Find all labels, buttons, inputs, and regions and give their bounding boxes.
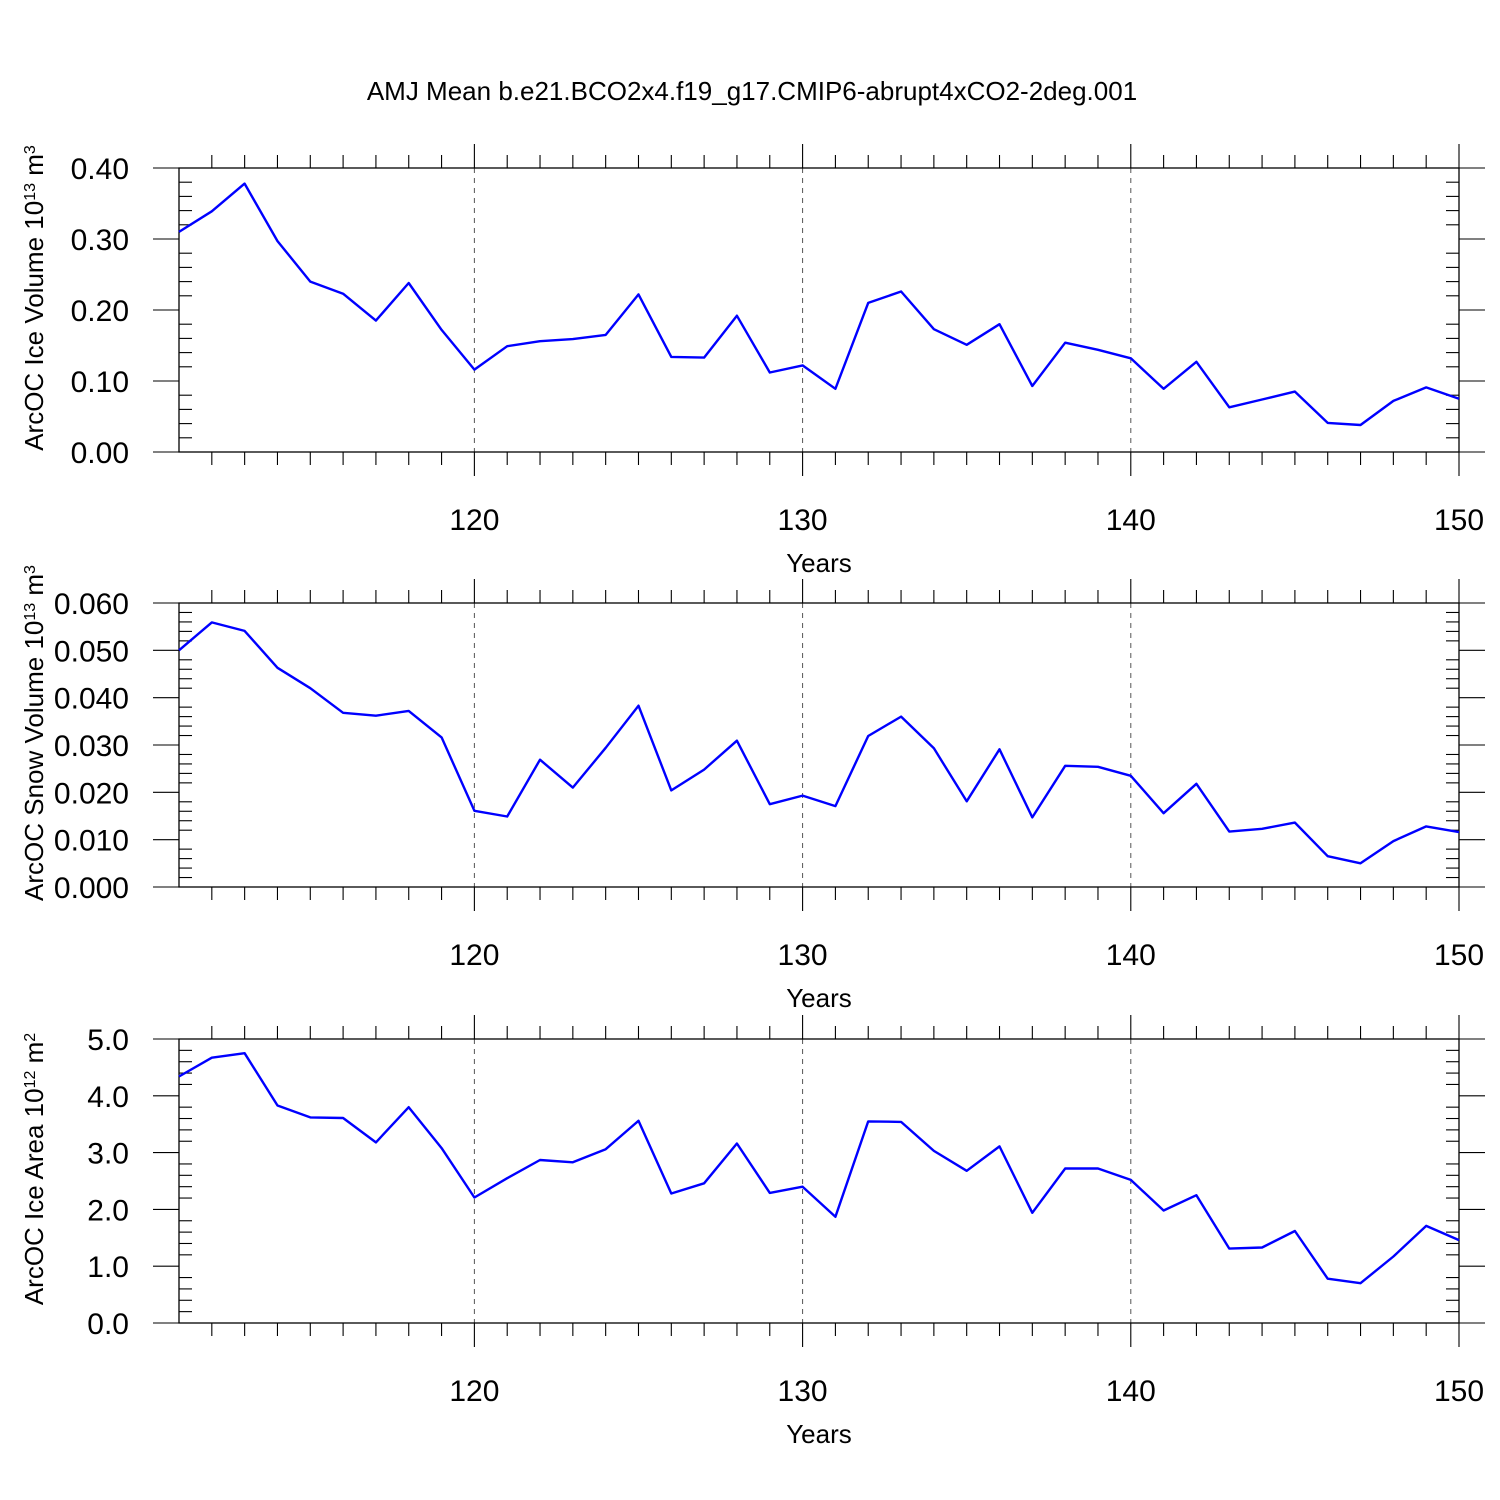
- plot-frame: [178, 167, 1460, 453]
- x-tick-label: 130: [778, 939, 828, 972]
- y-tick-label: 0.10: [71, 366, 129, 399]
- y-tick-label: 0.010: [54, 825, 129, 858]
- panel-1: 120 130 140 150 0.00 0.10 0.20 0.30 0.40 Years Arc…: [19, 144, 1485, 578]
- y-tick-label: 2.0: [87, 1194, 129, 1227]
- y-tick-label: 0.040: [54, 683, 129, 716]
- y-axis-label: ArcOC Ice Area 1012 m2: [19, 1033, 49, 1305]
- y-tick-label: 0.0: [87, 1308, 129, 1341]
- y-tick-label: 4.0: [87, 1081, 129, 1114]
- y-tick-label: 0.40: [71, 153, 129, 186]
- x-axis-label: Years: [786, 548, 852, 578]
- series-line: [178, 182, 1460, 427]
- x-tick-label: 140: [1106, 1375, 1156, 1408]
- panel-2: 120 130 140 150 0.000 0.010 0.020 0.030 0.040 0.0…: [19, 565, 1485, 1013]
- x-tick-label: 130: [778, 1375, 828, 1408]
- y-tick-label: 0.030: [54, 730, 129, 763]
- series-line: [178, 1051, 1460, 1285]
- y-tick-label: 0.20: [71, 295, 129, 328]
- x-tick-label: 120: [449, 939, 499, 972]
- y-tick-label: 0.000: [54, 872, 129, 905]
- x-tick-label: 120: [449, 504, 499, 537]
- y-axis-label: ArcOC Snow Volume 1013 m3: [19, 565, 49, 901]
- x-tick-label: 150: [1434, 504, 1484, 537]
- x-tick-label: 140: [1106, 939, 1156, 972]
- y-tick-label: 0.060: [54, 588, 129, 621]
- x-tick-label: 140: [1106, 504, 1156, 537]
- panel-3: 120 130 140 150 0.0 1.0 2.0 3.0 4.0 5.0 Years ArcOC…: [19, 1015, 1485, 1449]
- y-tick-label: 1.0: [87, 1251, 129, 1284]
- y-tick-label: 0.00: [71, 437, 129, 470]
- x-tick-label: 120: [449, 1375, 499, 1408]
- x-axis-label: Years: [786, 983, 852, 1013]
- x-tick-label: 150: [1434, 939, 1484, 972]
- plot-frame: [178, 1038, 1460, 1324]
- y-axis-label: ArcOC Ice Volume 1013 m3: [19, 145, 49, 451]
- y-tick-label: 0.30: [71, 224, 129, 257]
- plot-frame: [178, 602, 1460, 888]
- x-tick-label: 150: [1434, 1375, 1484, 1408]
- x-axis-label: Years: [786, 1419, 852, 1449]
- y-tick-label: 5.0: [87, 1024, 129, 1057]
- chart-panels: 120 130 140 150 0.00 0.10 0.20 0.30 0.40 Years Arc…: [19, 144, 1485, 1449]
- chart-title: AMJ Mean b.e21.BCO2x4.f19_g17.CMIP6-abru…: [367, 76, 1137, 106]
- x-tick-label: 130: [778, 504, 828, 537]
- y-tick-label: 3.0: [87, 1138, 129, 1171]
- y-tick-label: 0.020: [54, 777, 129, 810]
- series-line: [178, 621, 1460, 865]
- y-tick-label: 0.050: [54, 635, 129, 668]
